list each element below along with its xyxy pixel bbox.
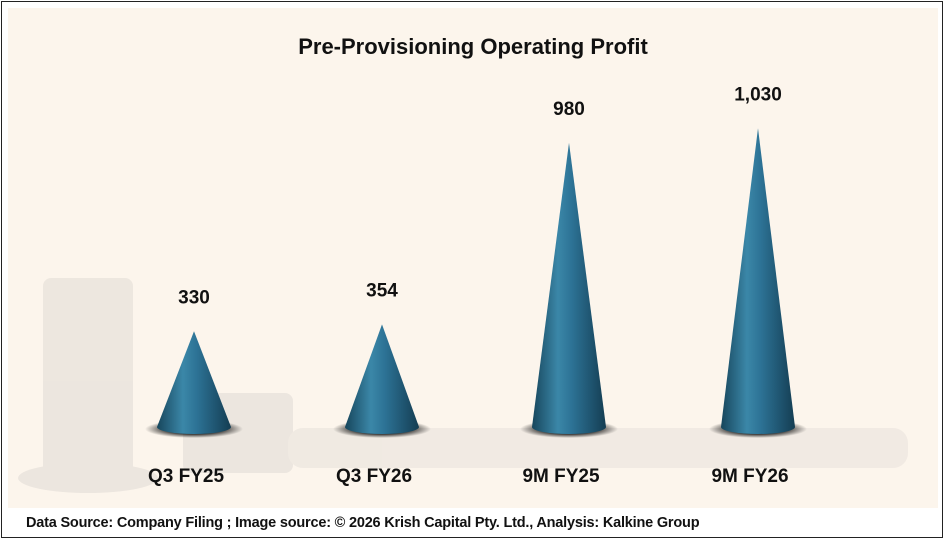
cone-bar-9m-fy26 <box>721 128 795 435</box>
cone-chart: 330 Q3 FY25 354 Q3 FY26 980 9M FY25 1,030 9M FY… <box>18 84 908 493</box>
footer-source: Data Source: Company Filing ; Image sour… <box>26 515 700 531</box>
chart-title: Pre-Provisioning Operating Profit <box>298 34 648 59</box>
cone-bar-q3-fy26 <box>345 324 419 434</box>
data-label: 330 <box>178 287 210 308</box>
category-label: 9M FY26 <box>711 466 788 487</box>
category-label: Q3 FY26 <box>336 466 412 487</box>
data-label: 354 <box>366 280 398 301</box>
cone-bar-q3-fy25 <box>157 331 231 434</box>
plot-area: 330 Q3 FY25 354 Q3 FY26 980 9M FY25 1,030 9M FY… <box>8 8 938 508</box>
category-label: Q3 FY25 <box>148 466 224 487</box>
category-label: 9M FY25 <box>522 466 600 487</box>
cone-bar-9m-fy25 <box>532 142 606 435</box>
data-label: 1,030 <box>734 84 782 105</box>
data-label: 980 <box>553 99 585 120</box>
